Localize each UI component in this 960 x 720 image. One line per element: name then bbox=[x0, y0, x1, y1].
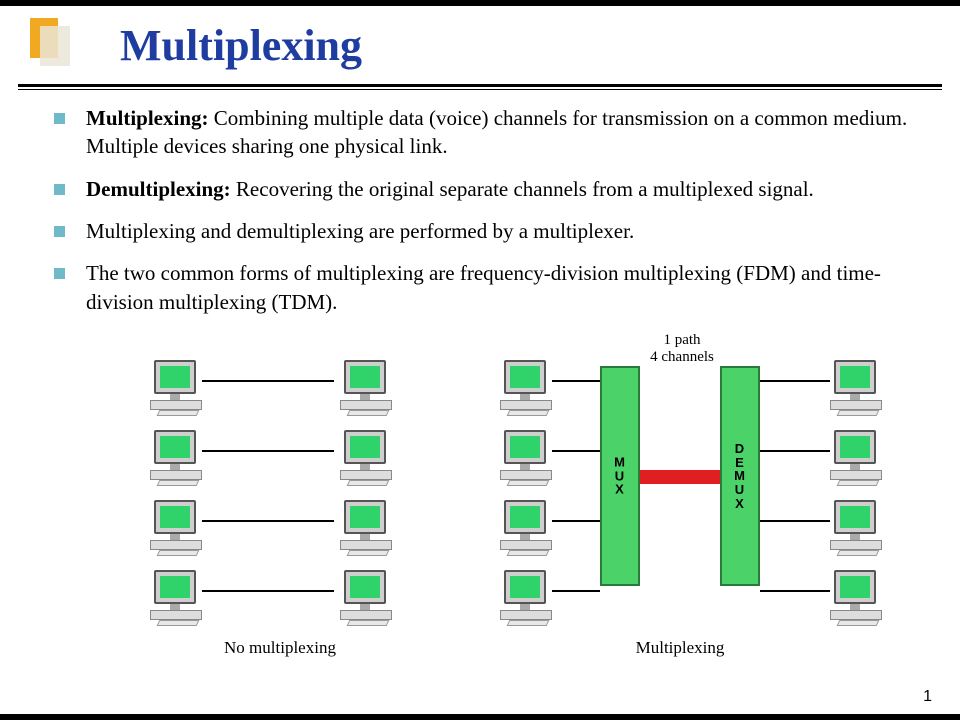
computer-icon bbox=[150, 360, 206, 416]
bullet-text: Combining multiple data (voice) channels… bbox=[86, 106, 907, 158]
wire bbox=[202, 590, 334, 592]
computer-icon bbox=[340, 360, 396, 416]
computer-icon bbox=[500, 430, 556, 486]
path-label: 1 path4 channels bbox=[612, 332, 752, 365]
computer-icon bbox=[830, 430, 886, 486]
caption-no-mux: No multiplexing bbox=[190, 638, 370, 658]
wire bbox=[760, 450, 830, 452]
computer-icon bbox=[340, 500, 396, 556]
mux-label: MUX bbox=[602, 456, 638, 497]
computer-icon bbox=[150, 570, 206, 626]
computer-icon bbox=[830, 570, 886, 626]
decorative-corner bbox=[30, 18, 70, 66]
computer-icon bbox=[150, 430, 206, 486]
bullet-text: Recovering the original separate channel… bbox=[231, 177, 814, 201]
bullet-bold: Demultiplexing: bbox=[86, 177, 231, 201]
mux-box: MUX bbox=[600, 366, 640, 586]
demux-label: DEMUX bbox=[722, 442, 758, 510]
wire bbox=[202, 380, 334, 382]
caption-mux: Multiplexing bbox=[600, 638, 760, 658]
bullet-text: The two common forms of multiplexing are… bbox=[86, 261, 881, 313]
bullet-item: The two common forms of multiplexing are… bbox=[54, 259, 924, 316]
computer-icon bbox=[150, 500, 206, 556]
title-underline bbox=[18, 84, 942, 87]
computer-icon bbox=[340, 430, 396, 486]
diagram: No multiplexingMUXDEMUX1 path4 channelsM… bbox=[0, 360, 960, 680]
wire bbox=[552, 380, 600, 382]
wire bbox=[552, 520, 600, 522]
computer-icon bbox=[830, 500, 886, 556]
wire bbox=[202, 520, 334, 522]
title-underline-thin bbox=[18, 89, 942, 90]
wire bbox=[552, 590, 600, 592]
bullet-text: Multiplexing and demultiplexing are perf… bbox=[86, 219, 634, 243]
bullet-item: Multiplexing and demultiplexing are perf… bbox=[54, 217, 924, 245]
mux-link bbox=[640, 470, 720, 484]
demux-box: DEMUX bbox=[720, 366, 760, 586]
wire bbox=[202, 450, 334, 452]
computer-icon bbox=[500, 570, 556, 626]
bullet-list: Multiplexing: Combining multiple data (v… bbox=[54, 104, 924, 330]
page-number: 1 bbox=[923, 688, 932, 706]
computer-icon bbox=[830, 360, 886, 416]
wire bbox=[760, 380, 830, 382]
computer-icon bbox=[500, 360, 556, 416]
wire bbox=[552, 450, 600, 452]
bullet-item: Multiplexing: Combining multiple data (v… bbox=[54, 104, 924, 161]
wire bbox=[760, 520, 830, 522]
slide-title: Multiplexing bbox=[120, 20, 362, 71]
top-border bbox=[0, 0, 960, 6]
computer-icon bbox=[500, 500, 556, 556]
bottom-border bbox=[0, 714, 960, 720]
bullet-item: Demultiplexing: Recovering the original … bbox=[54, 175, 924, 203]
computer-icon bbox=[340, 570, 396, 626]
wire bbox=[760, 590, 830, 592]
bullet-bold: Multiplexing: bbox=[86, 106, 209, 130]
